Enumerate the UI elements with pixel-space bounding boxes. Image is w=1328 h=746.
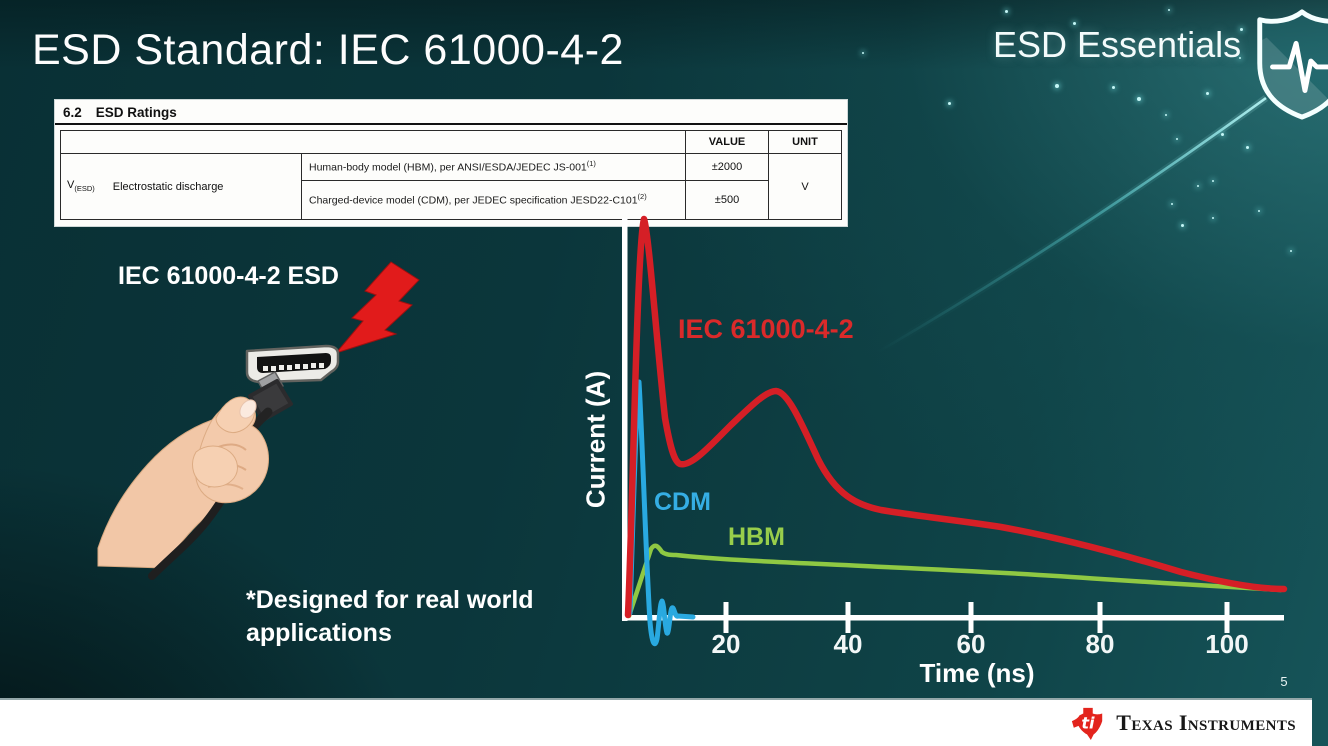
texas-instruments-logo-icon: ti [1072,707,1103,741]
cdm-series-label: CDM [654,488,711,516]
hbm-series-label: HBM [728,523,785,551]
hdmi-connector [245,344,340,422]
footer-bar: ti Texas Instruments [0,698,1312,746]
x-tick-label: 80 [1085,629,1115,659]
hbm-curve [626,543,1284,619]
cdm-value: ±500 [685,180,769,220]
iec-curve [624,215,1288,619]
esd-ratings-table: 6.2 ESD Ratings VALUE UNIT V(ESD) Electro… [55,100,847,226]
fingernail [239,399,257,419]
x-tick-label: 20 [711,629,741,659]
cdm-description: Charged-device model (CDM), per JEDEC sp… [301,180,686,220]
x-axis-label: Time (ns) [919,658,1035,688]
x-tick-label: 40 [833,629,863,659]
hbm-value: ±2000 [685,153,769,181]
footnote: *Designed for real world applications [246,586,534,647]
svg-text:ti: ti [1082,714,1096,733]
x-axis-ticks [723,602,1230,633]
x-tick-label: 60 [956,629,986,659]
x-axis [622,615,1284,621]
iec-series-label: IEC 61000-4-2 [678,314,854,344]
y-axis [622,218,628,621]
page-title: ESD Standard: IEC 61000-4-2 [32,26,624,74]
param-symbol: V(ESD) [67,179,95,194]
value-column-header: VALUE [685,130,769,154]
lightning-bolt-icon [334,261,420,354]
unit-value: V [768,153,842,220]
series-brand: ESD Essentials [993,24,1242,65]
table-row: Charged-device model (CDM), per JEDEC sp… [61,180,842,220]
param-name: Electrostatic discharge [112,180,224,193]
hand [97,396,269,580]
texas-instruments-wordmark: Texas Instruments [1116,710,1296,735]
page-number: 5 [1280,674,1288,689]
y-axis-label: Current (A) [580,370,611,509]
illustration-caption: IEC 61000-4-2 ESD [118,262,339,290]
x-tick-label: 100 [1205,629,1249,659]
shield-pulse-icon [1257,9,1328,120]
table-section-heading: 6.2 ESD Ratings [55,104,847,125]
